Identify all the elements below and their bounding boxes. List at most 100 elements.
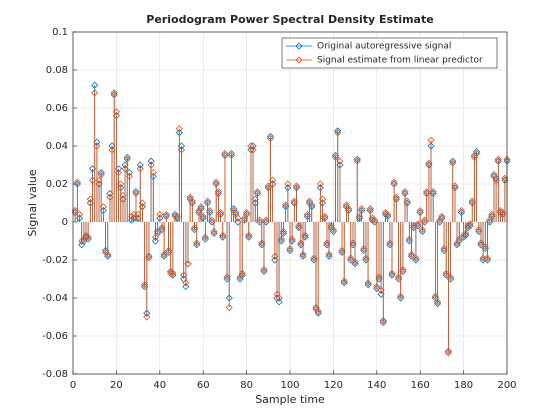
stem bbox=[266, 134, 275, 222]
stem bbox=[112, 108, 120, 222]
stem bbox=[401, 188, 409, 222]
axes-box bbox=[72, 31, 508, 375]
stem bbox=[316, 180, 324, 222]
stem bbox=[314, 222, 322, 315]
x-tick-label: 140 bbox=[367, 380, 386, 391]
stem bbox=[99, 203, 107, 222]
stem bbox=[125, 172, 133, 222]
stem bbox=[149, 169, 157, 222]
x-tick-label: 40 bbox=[153, 380, 166, 391]
stem bbox=[84, 222, 92, 241]
stem bbox=[390, 178, 398, 222]
stem bbox=[145, 222, 153, 262]
stem bbox=[143, 222, 151, 321]
stem bbox=[371, 216, 379, 224]
stem bbox=[462, 222, 470, 237]
stem bbox=[245, 222, 253, 239]
stem bbox=[340, 222, 348, 285]
stem bbox=[253, 188, 262, 222]
legend-box bbox=[281, 37, 498, 69]
stem bbox=[288, 222, 296, 243]
stem bbox=[214, 188, 222, 222]
stem bbox=[301, 222, 309, 239]
stem bbox=[147, 161, 155, 222]
x-axis-label: Sample time bbox=[255, 393, 325, 406]
stem bbox=[358, 205, 366, 222]
stem bbox=[414, 220, 422, 228]
stem bbox=[427, 136, 435, 222]
stem bbox=[138, 199, 147, 222]
x-tick-label: 160 bbox=[411, 380, 430, 391]
x-tick-label: 120 bbox=[324, 380, 343, 391]
stem bbox=[321, 212, 329, 222]
stem bbox=[199, 212, 207, 222]
stem bbox=[429, 188, 437, 222]
stem bbox=[156, 210, 164, 222]
y-tick-label: -0.02 bbox=[42, 255, 68, 266]
x-tick-label: 80 bbox=[240, 380, 253, 391]
stem bbox=[234, 214, 242, 222]
y-tick-label: -0.08 bbox=[42, 369, 68, 380]
stem bbox=[318, 195, 327, 222]
x-tick-label: 200 bbox=[497, 380, 516, 391]
stem bbox=[473, 150, 481, 222]
stem bbox=[175, 125, 183, 222]
stem bbox=[351, 222, 359, 266]
stem bbox=[212, 178, 220, 222]
x-tick-label: 0 bbox=[70, 380, 76, 391]
stem bbox=[216, 208, 225, 222]
stem bbox=[384, 210, 392, 222]
y-tick-label: 0 bbox=[62, 217, 68, 228]
stem bbox=[466, 220, 474, 228]
stem bbox=[284, 180, 292, 222]
stem bbox=[347, 222, 355, 262]
stem bbox=[115, 169, 123, 222]
stem bbox=[243, 208, 251, 222]
stem bbox=[169, 222, 177, 277]
stem bbox=[110, 89, 118, 222]
stem bbox=[451, 182, 459, 222]
x-tick-label: 100 bbox=[280, 380, 299, 391]
stem bbox=[379, 222, 387, 327]
stem bbox=[197, 203, 205, 222]
x-tick-label: 180 bbox=[454, 380, 473, 391]
stem bbox=[416, 207, 424, 222]
stem bbox=[208, 216, 216, 224]
stem bbox=[336, 157, 344, 222]
stem bbox=[184, 222, 192, 268]
legend-marker bbox=[295, 56, 303, 64]
x-tick-label: 20 bbox=[110, 380, 123, 391]
stem bbox=[345, 205, 353, 222]
stem bbox=[279, 222, 288, 236]
stem bbox=[388, 222, 396, 277]
stem bbox=[325, 222, 333, 258]
x-tick-label: 60 bbox=[197, 380, 210, 391]
stem bbox=[286, 222, 294, 253]
stem bbox=[457, 207, 465, 222]
stem bbox=[249, 146, 257, 222]
stem bbox=[93, 142, 101, 222]
stem bbox=[418, 222, 426, 234]
y-tick-label: -0.06 bbox=[42, 331, 68, 342]
stem bbox=[206, 207, 214, 222]
stem bbox=[210, 222, 218, 236]
stem bbox=[201, 222, 209, 241]
stem bbox=[292, 182, 301, 222]
stem bbox=[329, 222, 337, 234]
stem bbox=[392, 193, 400, 222]
stem bbox=[447, 222, 455, 281]
legend-marker bbox=[295, 42, 303, 50]
stem bbox=[219, 222, 227, 239]
stem bbox=[399, 222, 407, 274]
stem bbox=[334, 129, 342, 222]
stem bbox=[455, 222, 463, 243]
stem bbox=[269, 176, 277, 222]
y-tick-label: 0.08 bbox=[46, 65, 68, 76]
y-tick-label: 0.06 bbox=[46, 103, 68, 114]
stem bbox=[162, 210, 170, 222]
stem bbox=[154, 222, 162, 237]
stem bbox=[193, 222, 201, 247]
stem bbox=[75, 210, 84, 222]
stem bbox=[225, 222, 233, 312]
